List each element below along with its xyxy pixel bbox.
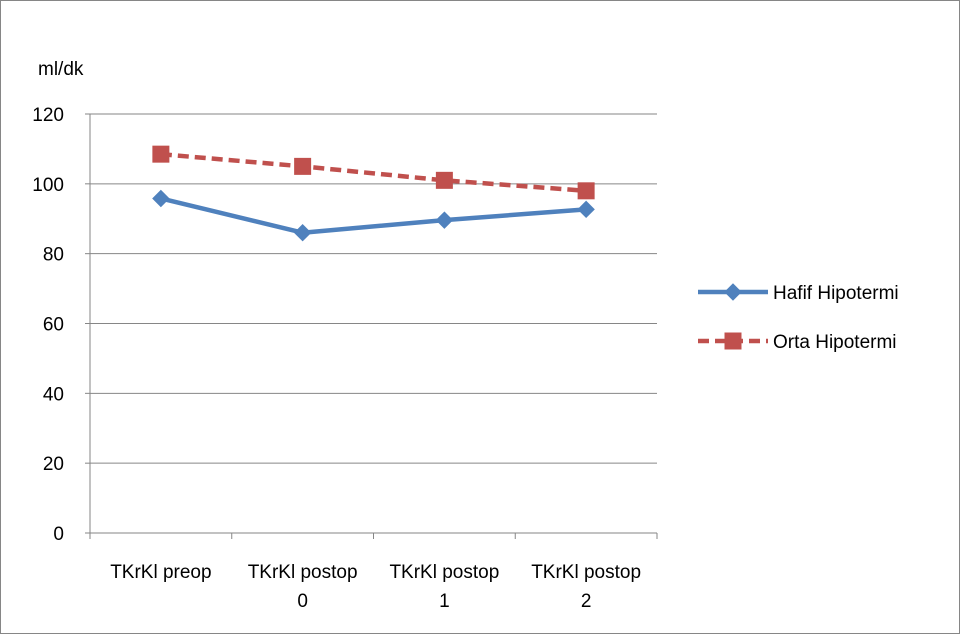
series-line — [160, 196, 587, 235]
data-point — [293, 224, 312, 242]
legend-marker — [724, 283, 742, 301]
y-tick-label: 80 — [43, 245, 64, 266]
x-tick-label: 1 — [439, 591, 450, 612]
series-layer — [152, 145, 595, 242]
x-tick-label: 2 — [581, 591, 592, 612]
axes — [85, 113, 658, 539]
data-point — [577, 182, 595, 200]
legend: Hafif Hipotermi Orta Hipotermi — [698, 283, 899, 353]
legend-label: Hafif Hipotermi — [773, 283, 899, 304]
y-tick-label: 100 — [32, 175, 64, 196]
y-tick-labels: 0 20 40 60 80 100 120 — [32, 105, 64, 545]
data-point — [435, 211, 454, 229]
x-tick-label: TKrKl preop — [110, 562, 211, 583]
series-line — [160, 151, 587, 194]
series-2 — [152, 145, 595, 200]
y-axis-label: ml/dk — [38, 59, 84, 80]
legend-marker — [724, 332, 742, 350]
x-tick-label: 0 — [297, 591, 308, 612]
legend-entry: Orta Hipotermi — [698, 332, 897, 353]
y-tick-label: 0 — [53, 524, 64, 545]
series-1 — [152, 189, 595, 242]
y-tick-label: 40 — [43, 384, 64, 405]
y-tick-label: 20 — [43, 454, 64, 475]
gridlines — [90, 113, 657, 464]
y-tick-label: 120 — [32, 105, 64, 126]
x-tick-label: TKrKl postop — [248, 562, 358, 583]
data-point — [152, 189, 170, 208]
data-point — [294, 157, 312, 175]
data-point — [152, 145, 170, 163]
data-point — [577, 200, 595, 219]
x-tick-label: TKrKl postop — [389, 562, 499, 583]
x-tick-labels: TKrKl preop TKrKl postop 0 TKrKl postop 1 TKr… — [110, 562, 641, 612]
data-point — [435, 171, 453, 189]
y-tick-label: 60 — [43, 315, 64, 336]
legend-label: Orta Hipotermi — [773, 332, 897, 353]
x-tick-label: TKrKl postop — [531, 562, 641, 583]
legend-entry: Hafif Hipotermi — [698, 283, 899, 304]
